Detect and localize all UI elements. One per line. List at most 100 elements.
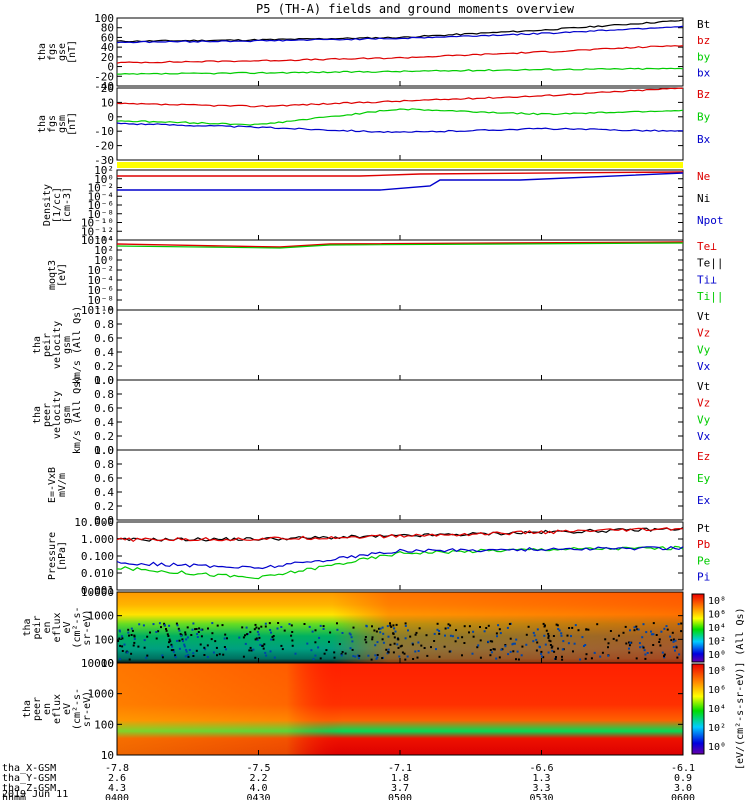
speckle	[560, 632, 563, 635]
speckle	[310, 649, 313, 652]
colorbar-tick: 10⁸	[708, 666, 726, 677]
speckle	[212, 651, 215, 654]
speckle	[370, 658, 373, 661]
speckle	[658, 641, 661, 643]
speckle	[397, 638, 400, 641]
legend-Pb: Pb	[697, 538, 710, 551]
speckle	[389, 622, 391, 625]
ytick-label: 0.4	[94, 486, 114, 499]
speckle	[516, 650, 519, 653]
speckle	[291, 644, 294, 647]
speckle	[149, 631, 151, 634]
speckle	[487, 624, 490, 627]
speckle	[352, 655, 355, 658]
ytick-label: 1.0	[94, 304, 114, 317]
speckle	[584, 644, 587, 646]
speckle	[672, 640, 675, 643]
speckle	[215, 646, 218, 649]
speckle	[121, 645, 124, 648]
speckle	[535, 638, 538, 641]
speckle	[628, 644, 631, 647]
speckle	[633, 626, 636, 629]
speckle	[314, 629, 317, 632]
speckle	[203, 646, 206, 649]
speckle	[660, 630, 663, 633]
speckle	[629, 629, 631, 632]
speckle	[571, 626, 574, 629]
speckle	[143, 646, 146, 649]
data-availability-bar	[117, 162, 683, 168]
speckle	[197, 631, 200, 633]
xaxis-value: -7.8	[105, 763, 129, 774]
speckle	[385, 648, 388, 651]
series-bx	[116, 25, 684, 44]
speckle	[365, 641, 368, 644]
speckle	[157, 630, 160, 633]
speckle	[155, 637, 158, 640]
speckle	[195, 628, 198, 630]
ylabel-line: tha	[32, 406, 43, 424]
ylabel-line: tha	[37, 43, 48, 61]
speckle	[468, 625, 471, 628]
speckle	[352, 626, 355, 629]
speckle	[175, 622, 178, 625]
speckle	[542, 622, 545, 625]
ylabel-line: [1/cc]	[52, 187, 63, 223]
speckle	[629, 641, 632, 644]
colorbar-tick: 10²	[708, 637, 726, 648]
speckle	[185, 648, 188, 651]
speckle	[625, 642, 628, 645]
speckle	[497, 624, 500, 627]
panel-y-labels: tha fgs gse [nT]tha fgs gsm [nT]Density [1/cc][…	[22, 40, 93, 730]
ytick-label: 10	[101, 749, 114, 762]
speckle	[615, 639, 618, 642]
speckle	[509, 650, 512, 653]
speckle	[671, 631, 674, 634]
speckle	[222, 653, 225, 656]
xaxis-value: 2.2	[249, 773, 267, 784]
speckle	[319, 624, 322, 627]
speckle	[168, 641, 170, 644]
speckle	[200, 635, 203, 638]
speckle	[532, 640, 535, 643]
speckle	[382, 641, 385, 644]
series-Bt	[116, 19, 684, 43]
speckle	[401, 651, 404, 654]
speckle	[117, 640, 120, 642]
speckle	[535, 649, 538, 652]
speckle	[543, 634, 546, 637]
speckle	[454, 640, 457, 643]
ytick-label: 10⁻²	[88, 182, 115, 195]
speckle	[223, 646, 226, 648]
speckle	[596, 623, 599, 626]
speckle	[433, 640, 436, 642]
speckle	[381, 626, 384, 629]
ytick-label: 80	[101, 22, 114, 35]
ytick-label: 60	[101, 31, 114, 44]
speckle	[426, 654, 429, 657]
speckle	[650, 630, 652, 633]
speckle	[178, 629, 181, 632]
speckle	[174, 656, 177, 659]
speckle	[328, 640, 330, 643]
speckle	[269, 650, 272, 653]
speckle	[126, 651, 129, 654]
series-Ne	[117, 171, 684, 177]
ylabel-line: eV	[62, 621, 73, 633]
speckle	[349, 647, 352, 650]
speckle	[487, 640, 490, 643]
speckle	[256, 630, 259, 633]
speckle	[617, 657, 620, 660]
speckle	[255, 626, 258, 629]
speckle	[169, 640, 172, 643]
speckle	[415, 631, 418, 634]
ytick-label: 10⁻¹⁰	[81, 217, 114, 230]
speckle	[211, 632, 214, 635]
ytick-label: -20	[94, 140, 114, 153]
ytick-label: 1.000	[81, 533, 114, 546]
speckle	[138, 623, 141, 626]
legend-Pe: Pe	[697, 554, 710, 567]
speckle	[493, 648, 496, 651]
speckle	[166, 633, 169, 636]
speckle	[180, 634, 183, 637]
